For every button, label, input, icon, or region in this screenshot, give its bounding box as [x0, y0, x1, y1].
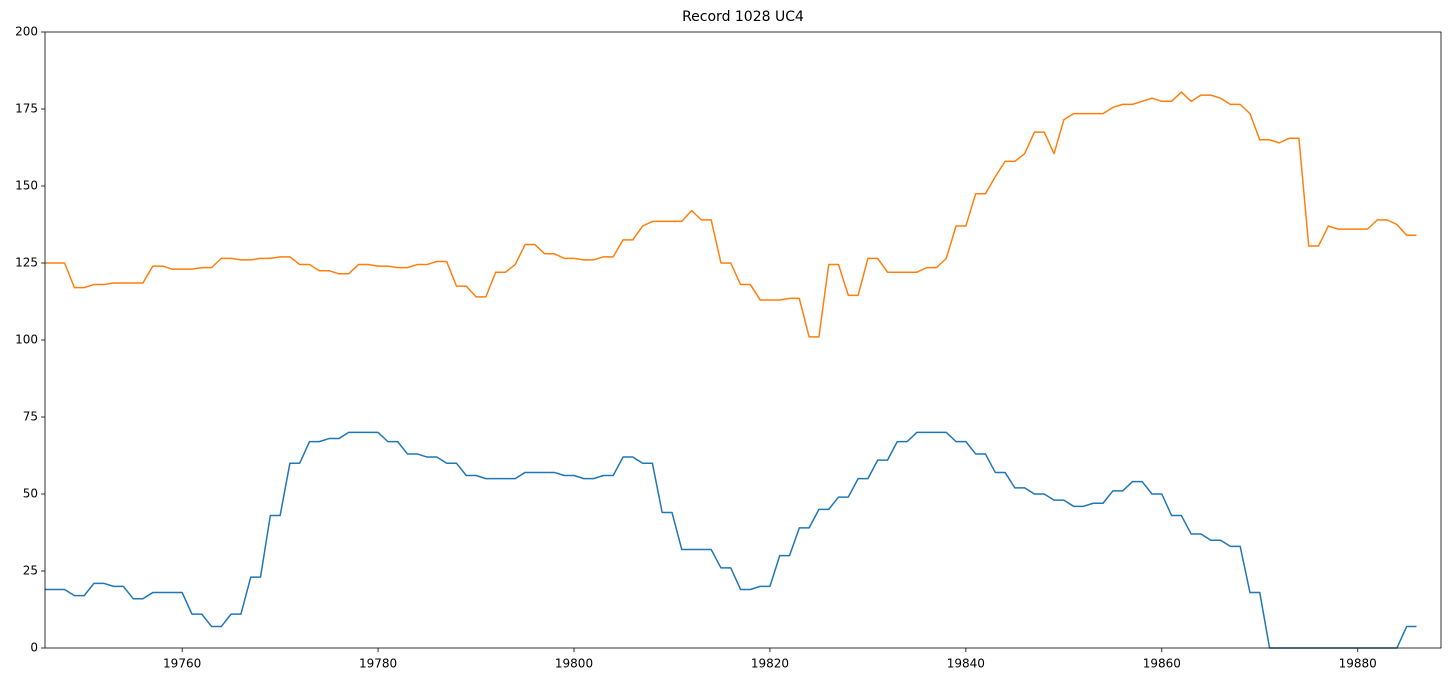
y-tick-label: 150 — [15, 179, 38, 193]
x-tick-label: 19760 — [163, 657, 201, 671]
chart-title: Record 1028 UC4 — [682, 9, 804, 25]
x-tick-label: 19780 — [359, 657, 397, 671]
y-tick-label: 50 — [23, 487, 38, 501]
y-tick-label: 200 — [15, 25, 38, 39]
y-tick-label: 75 — [23, 410, 38, 424]
series-line — [45, 431, 1417, 649]
y-tick-label: 125 — [15, 256, 38, 270]
y-tick-label: 25 — [23, 564, 38, 578]
y-tick-label: 0 — [30, 641, 38, 655]
y-tick-label: 175 — [15, 102, 38, 116]
x-tick-label: 19860 — [1143, 657, 1181, 671]
x-tick-label: 19820 — [751, 657, 789, 671]
series-line — [45, 91, 1417, 338]
x-tick-label: 19800 — [555, 657, 593, 671]
x-tick-label: 19880 — [1339, 657, 1377, 671]
x-tick-label: 19840 — [947, 657, 985, 671]
plot-frame — [44, 31, 1442, 649]
y-tick-label: 100 — [15, 333, 38, 347]
